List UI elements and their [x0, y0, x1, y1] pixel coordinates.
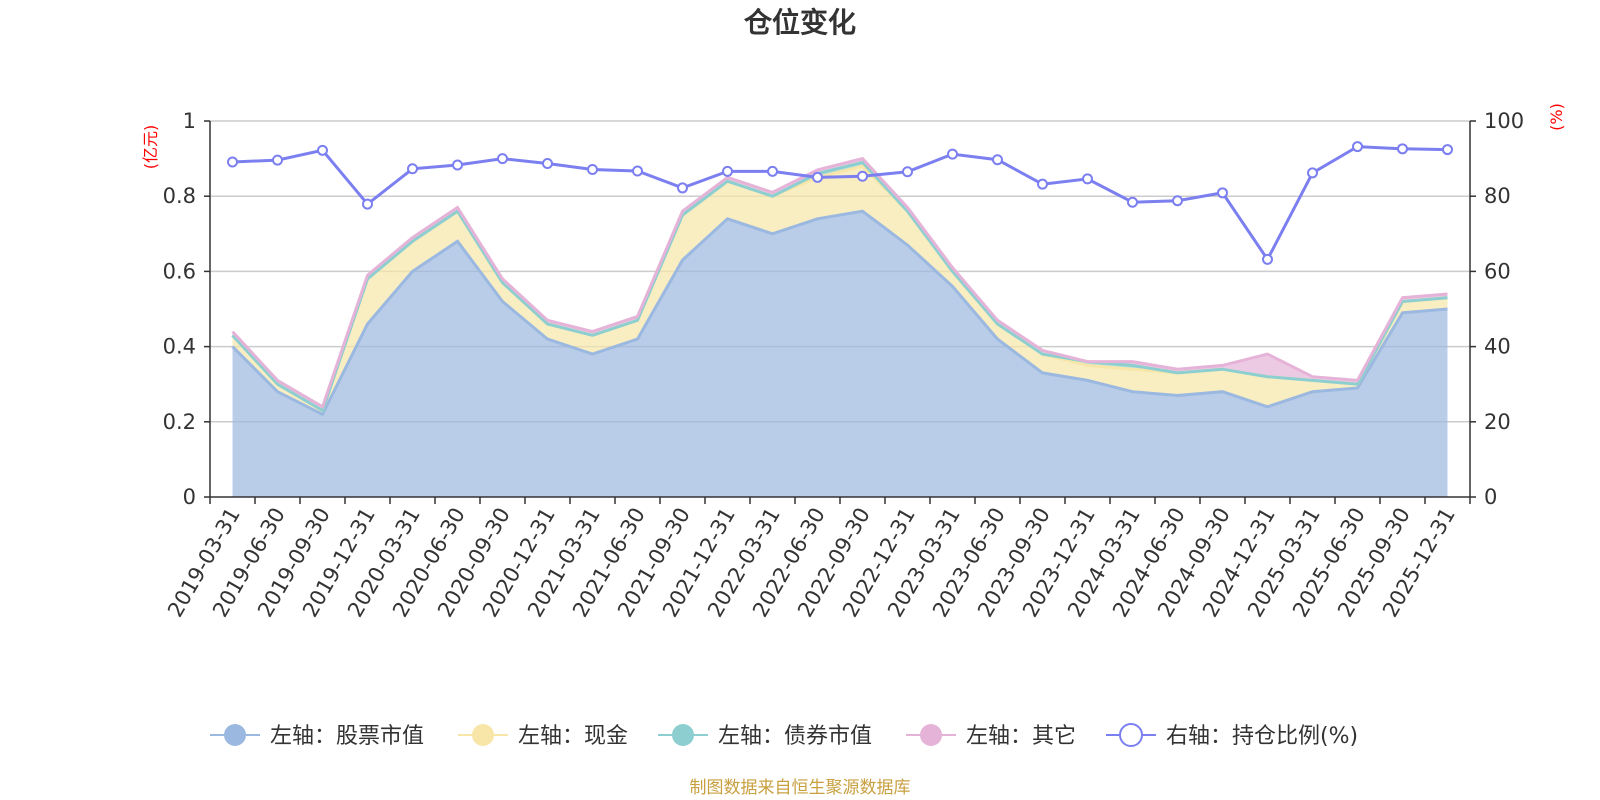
- legend-marker: [672, 724, 694, 746]
- ratio-point: [1262, 253, 1273, 265]
- legend-label: 左轴：股票市值: [270, 724, 424, 749]
- data-source-note: 制图数据来自恒生聚源数据库: [690, 778, 911, 798]
- ratio-point: [677, 182, 688, 194]
- stacked-areas: [231, 156, 1448, 497]
- ratio-point: [902, 166, 913, 178]
- ratio-point: [1082, 173, 1093, 185]
- ratio-point: [632, 165, 643, 177]
- legend-marker: [920, 724, 942, 746]
- ratio-point: [947, 148, 958, 160]
- right-axis-tick-label: 60: [1484, 259, 1511, 283]
- ratio-point: [1442, 144, 1453, 156]
- ratio-point: [1307, 167, 1318, 179]
- left-axis-unit: (亿元): [141, 125, 160, 170]
- legend-label: 左轴：现金: [518, 724, 628, 749]
- ratio-line-path: [232, 145, 1448, 263]
- ratio-point: [767, 165, 778, 177]
- bond-value-line: [231, 160, 1448, 413]
- ratio-point: [722, 165, 733, 177]
- left-axis-tick-label: 0.8: [163, 184, 196, 208]
- chart-title: 仓位变化: [744, 6, 856, 39]
- left-axis-tick-label: 0.2: [163, 410, 196, 434]
- ratio-point: [452, 159, 463, 171]
- right-axis-tick-label: 0: [1484, 485, 1497, 509]
- ratio-point: [1217, 187, 1228, 199]
- stock-value-line: [231, 209, 1448, 417]
- right-axis-tick-label: 100: [1484, 109, 1524, 133]
- ratio-point: [587, 164, 598, 176]
- legend-position-ratio: 右轴：持仓比例(%): [1106, 723, 1358, 749]
- ratio-point: [317, 144, 328, 156]
- ratio-point: [812, 171, 823, 183]
- legend-stock-value: 左轴：股票市值: [210, 724, 424, 749]
- ratio-point: [407, 163, 418, 175]
- right-axis-tick-label: 40: [1484, 335, 1511, 359]
- right-axis-tick-label: 20: [1484, 410, 1511, 434]
- legend-label: 右轴：持仓比例(%): [1166, 724, 1358, 749]
- ratio-point: [857, 170, 868, 182]
- stock-value-area: [232, 211, 1448, 497]
- ratio-point: [272, 154, 283, 166]
- ratio-point: [1172, 195, 1183, 207]
- legend-marker: [472, 724, 494, 746]
- legend-other: 左轴：其它: [906, 724, 1076, 749]
- ratio-point: [497, 153, 508, 165]
- left-axis-tick-label: 0: [183, 485, 196, 509]
- legend-cash: 左轴：现金: [458, 724, 628, 749]
- ratio-point: [992, 154, 1003, 166]
- ratio-point: [542, 157, 553, 169]
- legend: 左轴：股票市值 左轴：现金 左轴：债券市值 左轴：其它 右轴：持仓比例(%): [210, 723, 1358, 749]
- legend-bond-value: 左轴：债券市值: [658, 724, 872, 749]
- position-ratio-line: [227, 141, 1453, 265]
- ratio-point: [362, 198, 373, 210]
- right-axis-tick-label: 80: [1484, 184, 1511, 208]
- legend-marker: [1119, 723, 1143, 747]
- other-line: [231, 156, 1448, 410]
- legend-label: 左轴：其它: [966, 724, 1076, 749]
- left-axis-tick-label: 1: [183, 109, 196, 133]
- ratio-point: [1127, 196, 1138, 208]
- ratio-point: [1397, 143, 1408, 155]
- left-axis-tick-label: 0.4: [163, 335, 196, 359]
- legend-label: 左轴：债券市值: [718, 724, 872, 749]
- right-axis-unit: (%): [1547, 103, 1566, 131]
- left-axis-tick-label: 0.6: [163, 259, 196, 283]
- ratio-point: [1037, 178, 1048, 190]
- ratio-point: [1352, 141, 1363, 153]
- legend-marker: [224, 724, 246, 746]
- ratio-point: [227, 156, 238, 168]
